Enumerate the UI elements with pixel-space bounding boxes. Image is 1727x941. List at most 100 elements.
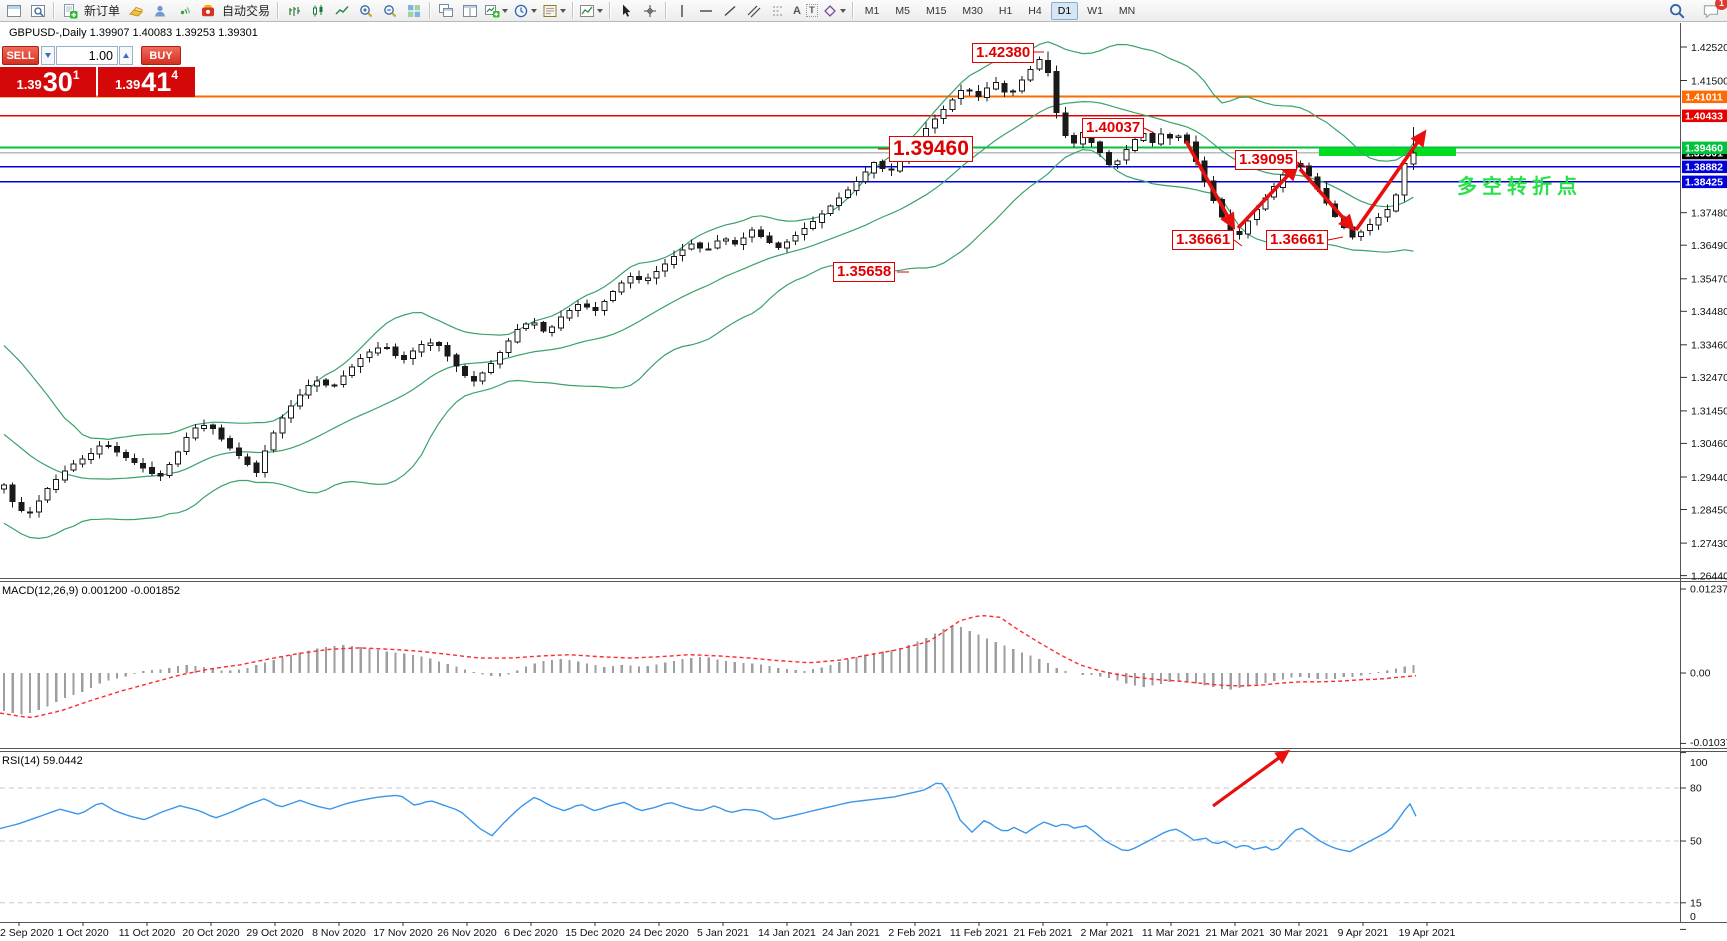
timeframe-m30[interactable]: M30 xyxy=(962,4,983,17)
main-toolbar: 新订单 自动交易 A T M1 M5 M15 M30 H1 H4 D1 W1 MN xyxy=(0,0,1727,22)
rsi-scale-label: 100 xyxy=(1690,757,1708,769)
new-order-icon[interactable] xyxy=(59,1,81,21)
chart-window-icon[interactable] xyxy=(3,1,25,21)
fibonacci-tool-icon[interactable] xyxy=(767,1,789,21)
templates-icon[interactable] xyxy=(541,1,568,21)
svg-text:1.40433: 1.40433 xyxy=(1685,110,1723,122)
horizontal-level-lines[interactable] xyxy=(0,95,1680,183)
sell-price-display[interactable]: 1.39 30 1 xyxy=(0,67,96,97)
timeframe-m1[interactable]: M1 xyxy=(864,4,880,17)
buy-button[interactable]: BUY xyxy=(141,46,181,65)
toolbar-separator xyxy=(572,2,575,19)
svg-text:1.41011: 1.41011 xyxy=(1685,91,1723,103)
toolbar-separator xyxy=(665,2,668,19)
vertical-line-tool-icon[interactable] xyxy=(671,1,693,21)
timeframe-h4[interactable]: H4 xyxy=(1028,4,1042,17)
horizontal-line-tool-icon[interactable] xyxy=(695,1,717,21)
svg-text:9 Apr 2021: 9 Apr 2021 xyxy=(1338,927,1389,939)
tile-windows-icon[interactable] xyxy=(403,1,425,21)
buy-price-big: 41 xyxy=(141,67,172,97)
price-annotation[interactable]: 1.39095 xyxy=(1235,150,1298,170)
svg-text:1.32470: 1.32470 xyxy=(1691,372,1727,384)
timeframe-m5[interactable]: M5 xyxy=(895,4,910,17)
svg-text:14 Jan 2021: 14 Jan 2021 xyxy=(758,927,816,939)
toolbar-separator xyxy=(851,2,854,19)
zoom-in-icon[interactable] xyxy=(355,1,377,21)
volume-input[interactable] xyxy=(56,46,118,65)
text-label-tool-icon[interactable]: T xyxy=(805,4,818,17)
triangle-up-icon xyxy=(123,53,129,58)
zoom-out-icon[interactable] xyxy=(379,1,401,21)
price-annotation[interactable]: 1.36661 xyxy=(1172,230,1235,250)
indicators-icon[interactable] xyxy=(578,1,605,21)
pane-borders xyxy=(0,23,1727,923)
svg-text:1.27430: 1.27430 xyxy=(1691,538,1727,550)
timeframe-d1[interactable]: D1 xyxy=(1050,1,1079,20)
svg-text:1.35470: 1.35470 xyxy=(1691,274,1727,286)
sell-price-small: 1.39 xyxy=(16,77,42,92)
contacts-icon[interactable] xyxy=(149,1,171,21)
autotrade-icon[interactable] xyxy=(197,1,219,21)
svg-text:2 Sep 2020: 2 Sep 2020 xyxy=(0,927,54,939)
sell-button[interactable]: SELL xyxy=(2,46,39,65)
signal-icon[interactable] xyxy=(173,1,195,21)
macd-scale-label: 0.00 xyxy=(1690,668,1711,680)
data-window-icon[interactable] xyxy=(27,1,49,21)
annotation-leaders xyxy=(878,51,1344,273)
svg-text:6 Dec 2020: 6 Dec 2020 xyxy=(504,927,558,939)
periods-clock-icon[interactable] xyxy=(512,1,539,21)
dropdown-caret-icon xyxy=(597,8,604,13)
macd-histogram xyxy=(2,625,1415,715)
chart-title: GBPUSD-,Daily 1.39907 1.40083 1.39253 1.… xyxy=(9,27,258,39)
crosshair-tool-icon[interactable] xyxy=(639,1,661,21)
new-chart-icon[interactable] xyxy=(483,1,510,21)
bar-chart-type-icon[interactable] xyxy=(283,1,305,21)
svg-text:1.38425: 1.38425 xyxy=(1685,176,1723,188)
price-annotation[interactable]: 1.40037 xyxy=(1082,118,1145,138)
rsi-trend-arrow[interactable] xyxy=(1212,749,1291,808)
rsi-scale-label: 0 xyxy=(1690,911,1696,923)
candlestick-type-icon[interactable] xyxy=(307,1,329,21)
notification-badge[interactable]: 1 xyxy=(1715,0,1727,10)
date-axis[interactable]: 2 Sep 2020 1 Oct 2020 11 Oct 2020 20 Oct 20… xyxy=(0,922,1455,939)
sell-price-big: 30 xyxy=(42,67,73,97)
text-tool-icon[interactable]: A xyxy=(793,4,801,17)
price-annotation[interactable]: 1.35658 xyxy=(833,262,896,282)
toolbar-separator xyxy=(609,2,612,19)
volume-increase-button[interactable] xyxy=(119,46,133,65)
gold-icon[interactable] xyxy=(125,1,147,21)
chat-icon[interactable]: 1 xyxy=(1701,0,1727,20)
support-highlight-bar[interactable] xyxy=(1319,148,1456,156)
rsi-scale-label: 15 xyxy=(1690,897,1702,909)
buy-price-display[interactable]: 1.39 41 4 xyxy=(98,67,195,97)
svg-text:24 Jan 2021: 24 Jan 2021 xyxy=(822,927,880,939)
trend-arrows[interactable] xyxy=(1184,129,1427,232)
trendline-tool-icon[interactable] xyxy=(719,1,741,21)
timeframe-m15[interactable]: M15 xyxy=(925,4,947,17)
price-scale[interactable]: 1.42520 1.41500 1.37480 1.36490 1.35470 1.344… xyxy=(1680,42,1727,583)
chart-note-text[interactable]: 多空转折点 xyxy=(1457,176,1582,198)
svg-text:17 Nov 2020: 17 Nov 2020 xyxy=(373,927,433,939)
price-annotation[interactable]: 1.42380 xyxy=(972,43,1035,63)
svg-text:29 Oct 2020: 29 Oct 2020 xyxy=(246,927,303,939)
chart-area[interactable]: 0.0123720.00-0.01037410080501501.425201.… xyxy=(0,23,1727,941)
price-chart-canvas[interactable]: 0.0123720.00-0.01037410080501501.425201.… xyxy=(0,23,1727,941)
volume-decrease-button[interactable] xyxy=(41,46,55,65)
dropdown-caret-icon xyxy=(839,8,846,13)
arrange-windows-icon[interactable] xyxy=(459,1,481,21)
new-order-label[interactable]: 新订单 xyxy=(84,4,121,18)
price-annotation[interactable]: 1.36661 xyxy=(1266,230,1329,250)
cascade-windows-icon[interactable] xyxy=(435,1,457,21)
timeframe-h1[interactable]: H1 xyxy=(998,4,1013,17)
channel-tool-icon[interactable] xyxy=(743,1,765,21)
cursor-tool-icon[interactable] xyxy=(615,1,637,21)
search-icon[interactable] xyxy=(1666,1,1688,21)
autotrade-label[interactable]: 自动交易 xyxy=(222,4,271,18)
line-chart-type-icon[interactable] xyxy=(331,1,353,21)
timeframe-w1[interactable]: W1 xyxy=(1087,4,1103,17)
price-annotation[interactable]: 1.39460 xyxy=(889,136,973,163)
shapes-tool-icon[interactable] xyxy=(821,1,848,21)
timeframe-mn[interactable]: MN xyxy=(1118,4,1136,17)
svg-text:1.38882: 1.38882 xyxy=(1685,161,1723,173)
buy-price-sup: 4 xyxy=(171,68,179,82)
